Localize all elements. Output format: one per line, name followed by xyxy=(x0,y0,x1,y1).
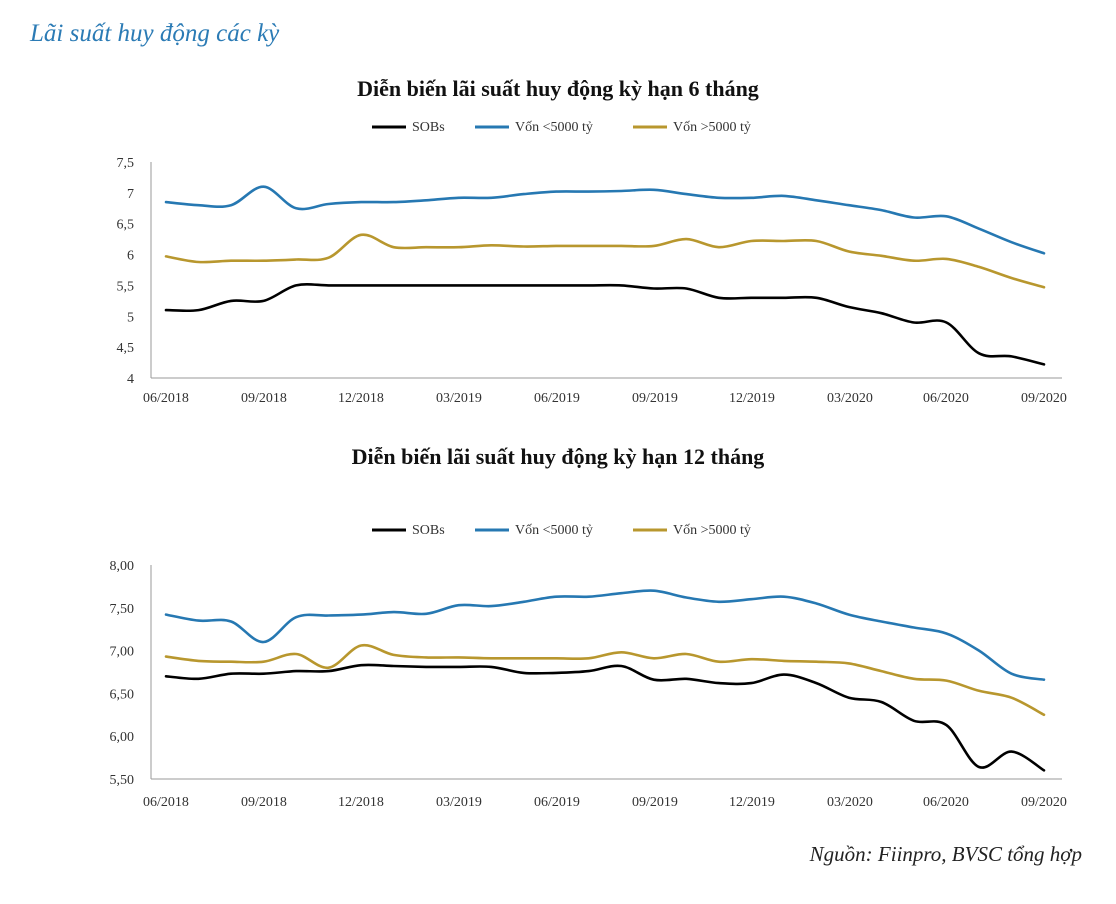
chart-2: Diễn biến lãi suất huy động kỳ hạn 12 th… xyxy=(110,444,1067,810)
source-note: Nguồn: Fiinpro, BVSC tổng hợp xyxy=(809,842,1082,866)
x-tick-label: 03/2019 xyxy=(436,795,482,810)
series-line xyxy=(164,185,1046,255)
legend-label: SOBs xyxy=(412,523,445,538)
x-tick-label: 09/2018 xyxy=(241,795,287,810)
y-tick-label: 8,00 xyxy=(110,559,135,574)
x-tick-label: 06/2020 xyxy=(923,795,969,810)
series-line xyxy=(164,283,1046,366)
chart-title: Diễn biến lãi suất huy động kỳ hạn 12 th… xyxy=(352,444,765,469)
legend-label: Vốn <5000 tỷ xyxy=(515,120,593,135)
series-line xyxy=(164,643,1046,717)
y-tick-label: 5,50 xyxy=(110,773,135,788)
y-tick-label: 7,50 xyxy=(110,602,135,617)
x-tick-label: 12/2019 xyxy=(729,795,775,810)
x-tick-label: 09/2020 xyxy=(1021,391,1067,406)
legend-label: Vốn <5000 tỷ xyxy=(515,523,593,538)
y-tick-label: 6 xyxy=(127,249,134,264)
y-tick-label: 7,5 xyxy=(117,156,135,171)
chart-1: Diễn biến lãi suất huy động kỳ hạn 6 thá… xyxy=(117,76,1067,406)
chart-title: Diễn biến lãi suất huy động kỳ hạn 6 thá… xyxy=(357,76,759,101)
series-line xyxy=(164,663,1046,772)
y-tick-label: 5,5 xyxy=(117,279,135,294)
legend-label: SOBs xyxy=(412,120,445,135)
y-tick-label: 4,5 xyxy=(117,341,135,356)
y-tick-label: 7,00 xyxy=(110,645,135,660)
x-tick-label: 06/2018 xyxy=(143,795,189,810)
x-tick-label: 09/2019 xyxy=(632,795,678,810)
section-heading: Lãi suất huy động các kỳ xyxy=(30,20,280,47)
y-tick-label: 6,5 xyxy=(117,218,135,233)
x-tick-label: 09/2019 xyxy=(632,391,678,406)
x-tick-label: 03/2020 xyxy=(827,391,873,406)
x-tick-label: 03/2020 xyxy=(827,795,873,810)
x-tick-label: 06/2019 xyxy=(534,391,580,406)
series-line xyxy=(164,233,1046,289)
x-tick-label: 06/2020 xyxy=(923,391,969,406)
x-tick-label: 06/2019 xyxy=(534,795,580,810)
y-tick-label: 5 xyxy=(127,310,134,325)
x-tick-label: 09/2020 xyxy=(1021,795,1067,810)
y-tick-label: 4 xyxy=(127,372,134,387)
y-tick-label: 6,50 xyxy=(110,687,135,702)
series-line xyxy=(164,589,1046,681)
x-tick-label: 09/2018 xyxy=(241,391,287,406)
x-tick-label: 12/2018 xyxy=(338,391,384,406)
x-tick-label: 12/2018 xyxy=(338,795,384,810)
legend-label: Vốn >5000 tỷ xyxy=(673,523,751,538)
x-tick-label: 03/2019 xyxy=(436,391,482,406)
x-tick-label: 12/2019 xyxy=(729,391,775,406)
y-tick-label: 7 xyxy=(127,187,134,202)
x-tick-label: 06/2018 xyxy=(143,391,189,406)
legend-label: Vốn >5000 tỷ xyxy=(673,120,751,135)
y-tick-label: 6,00 xyxy=(110,730,135,745)
